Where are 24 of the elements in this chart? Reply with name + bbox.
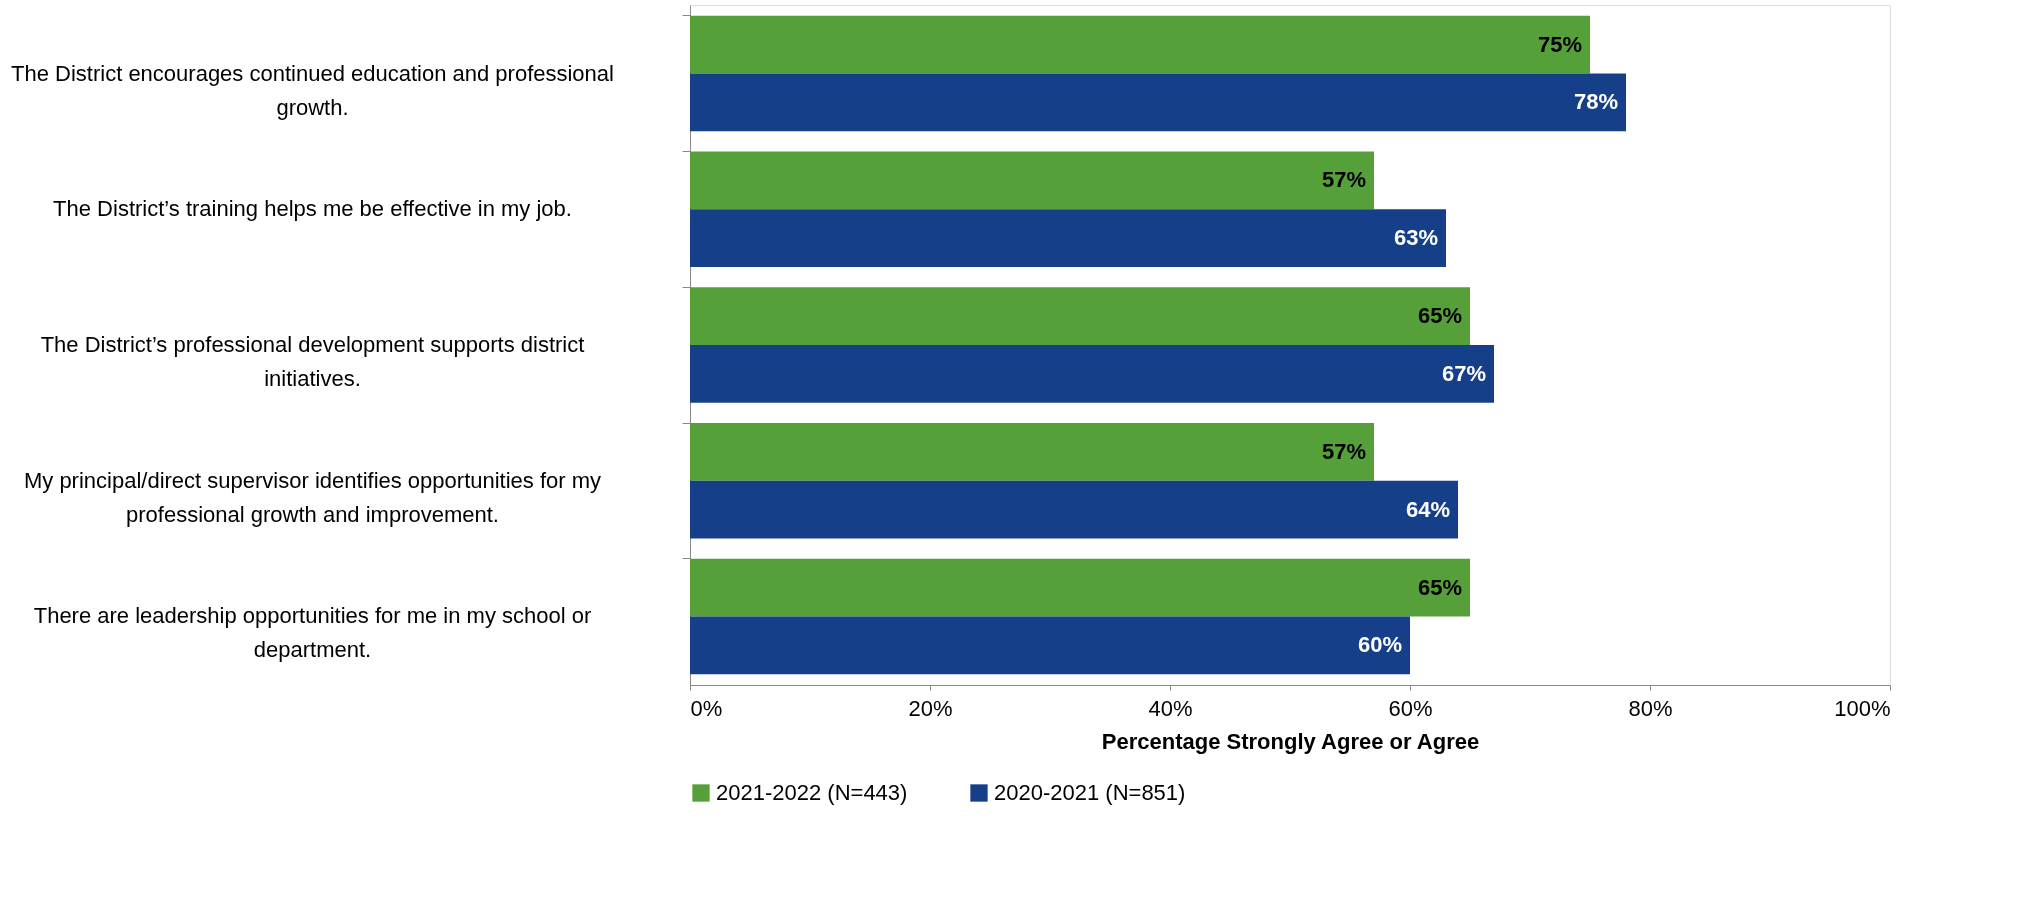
legend-label: 2020-2021 (N=851) (994, 780, 1186, 805)
legend-label: 2021-2022 (N=443) (716, 780, 908, 805)
data-label: 64% (1405, 496, 1450, 522)
data-label: 57% (1321, 167, 1366, 193)
data-label: 65% (1417, 303, 1462, 329)
x-tick-label: 60% (1388, 695, 1433, 721)
data-label: 63% (1393, 225, 1438, 251)
data-label: 75% (1537, 31, 1582, 57)
data-label: 67% (1441, 360, 1486, 386)
x-tick-label: 40% (1148, 695, 1193, 721)
x-tick-label: 0% (690, 695, 723, 721)
data-label: 57% (1321, 438, 1366, 464)
data-label: 78% (1573, 89, 1618, 115)
y-tick-label: The District’s professional development supports district initiatives. (40, 332, 585, 391)
data-label: 65% (1417, 574, 1462, 600)
y-tick-label: My principal/direct supervisor identifies opportunities for my professional growth and improvement. (23, 467, 602, 527)
data-label: 60% (1357, 632, 1402, 658)
x-tick-label: 20% (908, 695, 953, 721)
y-tick-label: There are leadership opportunities for me in my school or department. (33, 603, 592, 663)
y-tick-label: The District encourages continued education and professional growth. (11, 60, 614, 120)
x-tick-label: 100% (1834, 695, 1891, 721)
y-tick-label: The District’s training helps me be effective in my job. (53, 196, 572, 222)
x-tick-label: 80% (1628, 695, 1673, 721)
x-axis-title: Percentage Strongly Agree or Agree (1101, 728, 1480, 754)
